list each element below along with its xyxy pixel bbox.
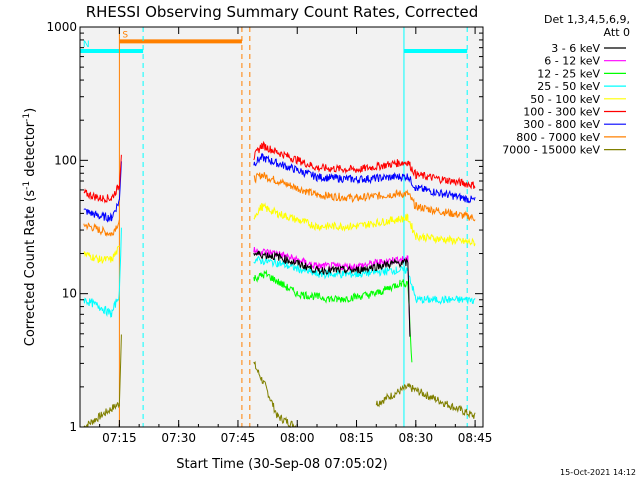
y-label-sup-2: -1: [22, 113, 32, 122]
series-line-segment-1: [253, 255, 476, 306]
series-line-segment-1: [253, 152, 476, 204]
x-tick-label: 07:45: [221, 431, 256, 445]
series-25-50-kev: [83, 227, 476, 318]
series-800-7000-kev: [83, 172, 476, 238]
series-line-segment-0: [253, 250, 411, 337]
x-tick-label: 08:30: [399, 431, 434, 445]
y-tick-label: 10: [62, 287, 77, 301]
legend-label-7: 800 - 7000 keV: [516, 131, 600, 144]
series-line-segment-1: [253, 202, 476, 247]
y-tick-label: 100: [54, 153, 77, 167]
legend-label-2: 12 - 25 keV: [537, 67, 600, 80]
series-line-segment-0: [83, 154, 122, 204]
legend-header-line-2: Att 0: [604, 26, 630, 39]
series-line-segment-1: [253, 172, 476, 222]
y-label-part-mid: detector: [23, 121, 38, 181]
series-line-segment-0: [83, 334, 122, 428]
x-axis-label: Start Time (30-Sep-08 07:05:02): [176, 457, 387, 472]
series-line-segment-0: [83, 227, 122, 318]
y-label-part-end: ): [23, 108, 38, 113]
y-axis-label: Corrected Count Rate (s-1 detector-1): [22, 108, 38, 346]
series-50-100-kev: [83, 202, 476, 264]
generated-timestamp: 15-Oct-2021 14:12: [560, 468, 636, 477]
legend-label-3: 25 - 50 keV: [537, 80, 600, 93]
x-tick-label: 08:00: [280, 431, 315, 445]
series-line-segment-0: [253, 269, 413, 363]
markers-layer: [118, 27, 468, 427]
chart-title: RHESSI Observing Summary Count Rates, Co…: [86, 3, 479, 21]
x-tick-label: 08:45: [458, 431, 493, 445]
flags-layer: SN: [79, 30, 468, 54]
y-label-sup-1: -1: [22, 181, 32, 190]
series-300-800-kev: [83, 152, 476, 223]
legend-header-line-1: Det 1,3,4,5,6,9,: [544, 13, 630, 26]
plot-frame: [79, 26, 484, 428]
series-line-segment-2: [375, 383, 476, 419]
x-tick-label: 07:15: [102, 431, 137, 445]
series-line-segment-0: [83, 161, 122, 223]
legend-label-4: 50 - 100 keV: [530, 93, 600, 106]
y-tick-label: 1000: [46, 20, 77, 34]
series-12-25-kev: [253, 269, 413, 363]
flag-label-n: N: [83, 40, 90, 50]
series-line-segment-0: [83, 219, 120, 238]
series-100-300-kev: [83, 140, 476, 204]
series-line-segment-0: [83, 245, 120, 264]
series-3-6-kev: [253, 250, 411, 337]
legend-label-5: 100 - 300 keV: [523, 106, 600, 119]
series-layer: [83, 140, 476, 429]
legend-label-0: 3 - 6 keV: [551, 42, 600, 55]
y-label-part-main: Corrected Count Rate (s: [23, 190, 38, 347]
y-tick-label: 1: [69, 420, 77, 434]
legend-label-1: 6 - 12 keV: [544, 55, 600, 68]
flag-label-s: S: [122, 30, 128, 40]
x-tick-label: 07:30: [161, 431, 196, 445]
legend-label-8: 7000 - 15000 keV: [502, 144, 600, 157]
x-tick-label: 08:15: [339, 431, 374, 445]
axes-layer: 07:15 07:30 07:45 08:00 08:15 08:30 08:45 1 10 10…: [46, 20, 492, 445]
legend-label-6: 300 - 800 keV: [523, 118, 600, 131]
plot-background: [80, 27, 483, 427]
series-line-segment-1: [253, 140, 476, 190]
